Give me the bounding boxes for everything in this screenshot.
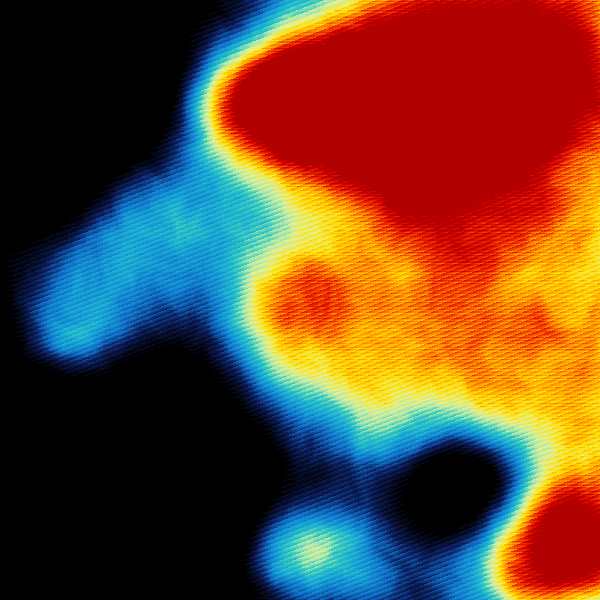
ir-satellite-heatmap-canvas: [0, 0, 600, 600]
ir-image-viewer: Infrared Satellite Imagery ir-enhancemen…: [0, 0, 600, 600]
